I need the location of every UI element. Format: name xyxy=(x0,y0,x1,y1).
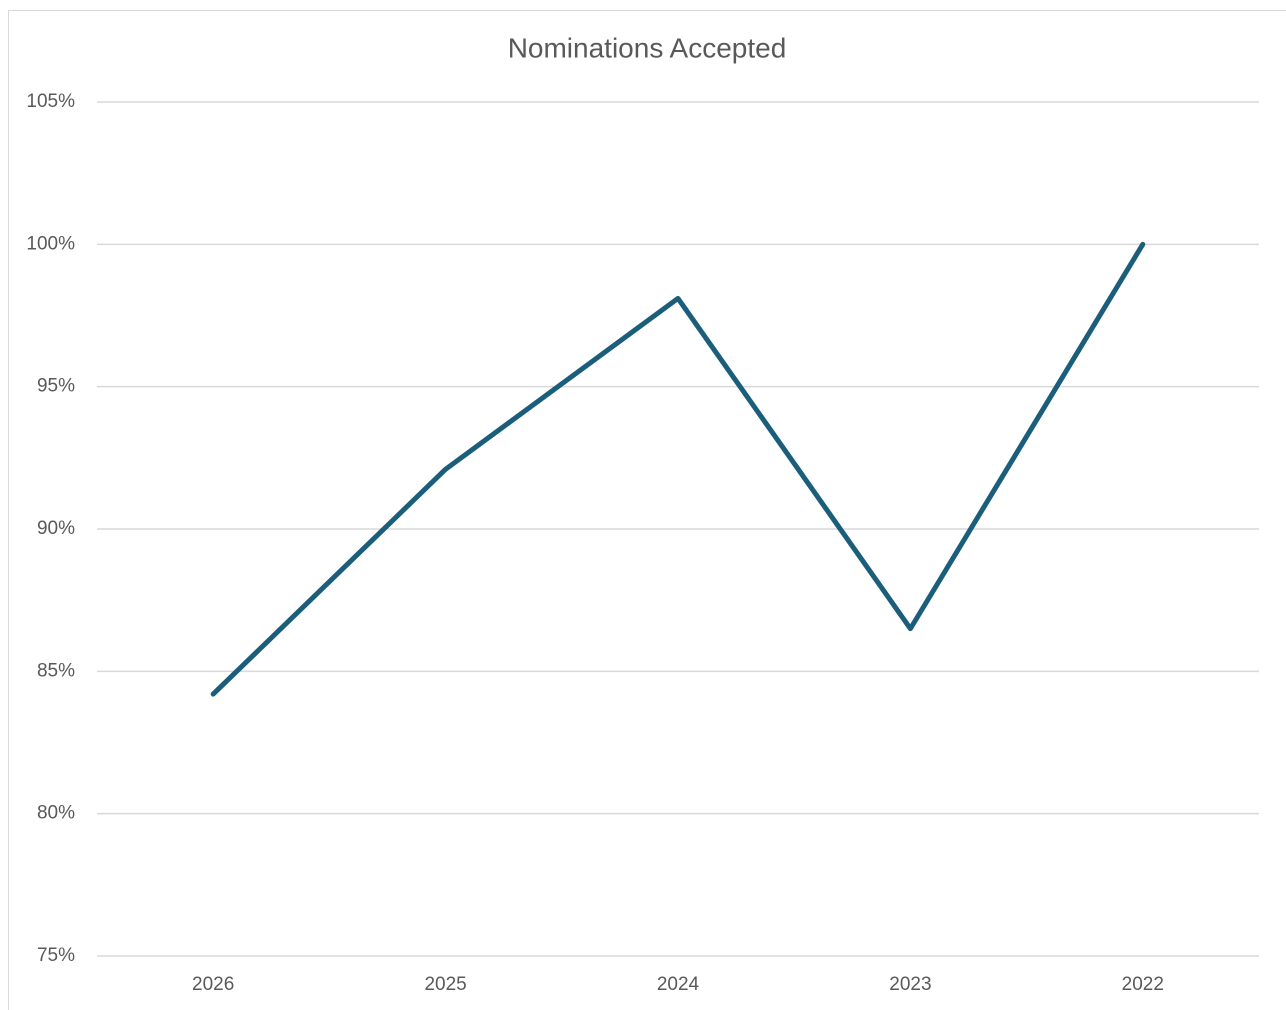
y-tick-label: 95% xyxy=(37,376,75,397)
chart-border xyxy=(8,10,1286,1010)
y-tick-label: 105% xyxy=(26,91,75,112)
y-tick-label: 90% xyxy=(37,518,75,539)
line-series xyxy=(210,241,1146,697)
x-tick-label: 2025 xyxy=(424,974,466,995)
y-tick-label: 100% xyxy=(26,233,75,254)
x-tick-label: 2023 xyxy=(889,974,931,995)
chart-title: Nominations Accepted xyxy=(508,32,787,63)
y-tick-label: 80% xyxy=(37,803,75,824)
x-tick-label: 2026 xyxy=(192,974,234,995)
x-tick-label: 2022 xyxy=(1122,974,1164,995)
y-tick-label: 85% xyxy=(37,660,75,681)
x-tick-label: 2024 xyxy=(657,974,700,995)
y-tick-label: 75% xyxy=(37,945,75,966)
